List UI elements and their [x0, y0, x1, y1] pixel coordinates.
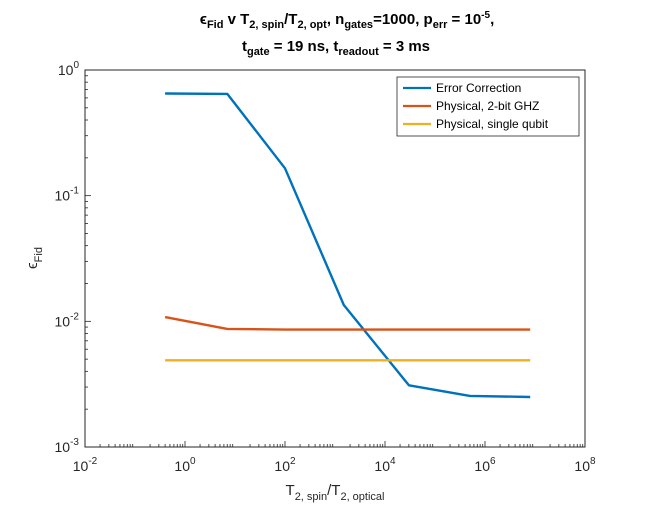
chart-title-line-1: ϵFid v T2, spin/T2, opt, ngates=1000, pe… [200, 10, 495, 31]
series-line-error-correction [165, 92, 531, 399]
y-axis-ticks: 10-3 10-2 10-1 100 [55, 60, 91, 455]
chart-title-line-2: tgate = 19 ns, treadout = 3 ms [242, 38, 430, 58]
series-line-physical-2-bit-ghz [164, 315, 531, 331]
legend-label-error-correction: Error Correction [436, 81, 521, 95]
x-axis-ticks: 10-2 100 102 104 106 108 [73, 441, 596, 474]
x-tick-label: 100 [174, 456, 196, 474]
x-axis-label: T2, spin/T2, optical [286, 482, 385, 503]
y-tick-label: 10-3 [55, 437, 80, 455]
legend-label-physical-single-qubit: Physical, single qubit [436, 117, 549, 131]
legend: Error Correction Physical, 2-bit GHZ Phy… [396, 76, 580, 137]
x-tick-label: 108 [574, 456, 596, 474]
legend-label-physical-2-bit-ghz: Physical, 2-bit GHZ [436, 99, 539, 113]
y-axis-label: ϵFid [24, 247, 45, 269]
y-tick-label: 100 [58, 60, 80, 78]
x-tick-label: 106 [474, 456, 496, 474]
x-tick-label: 10-2 [73, 456, 98, 474]
x-tick-label: 104 [374, 456, 396, 474]
y-tick-label: 10-1 [55, 186, 80, 204]
series-lines [164, 92, 531, 399]
y-tick-label: 10-2 [55, 311, 80, 329]
x-tick-label: 102 [274, 456, 296, 474]
